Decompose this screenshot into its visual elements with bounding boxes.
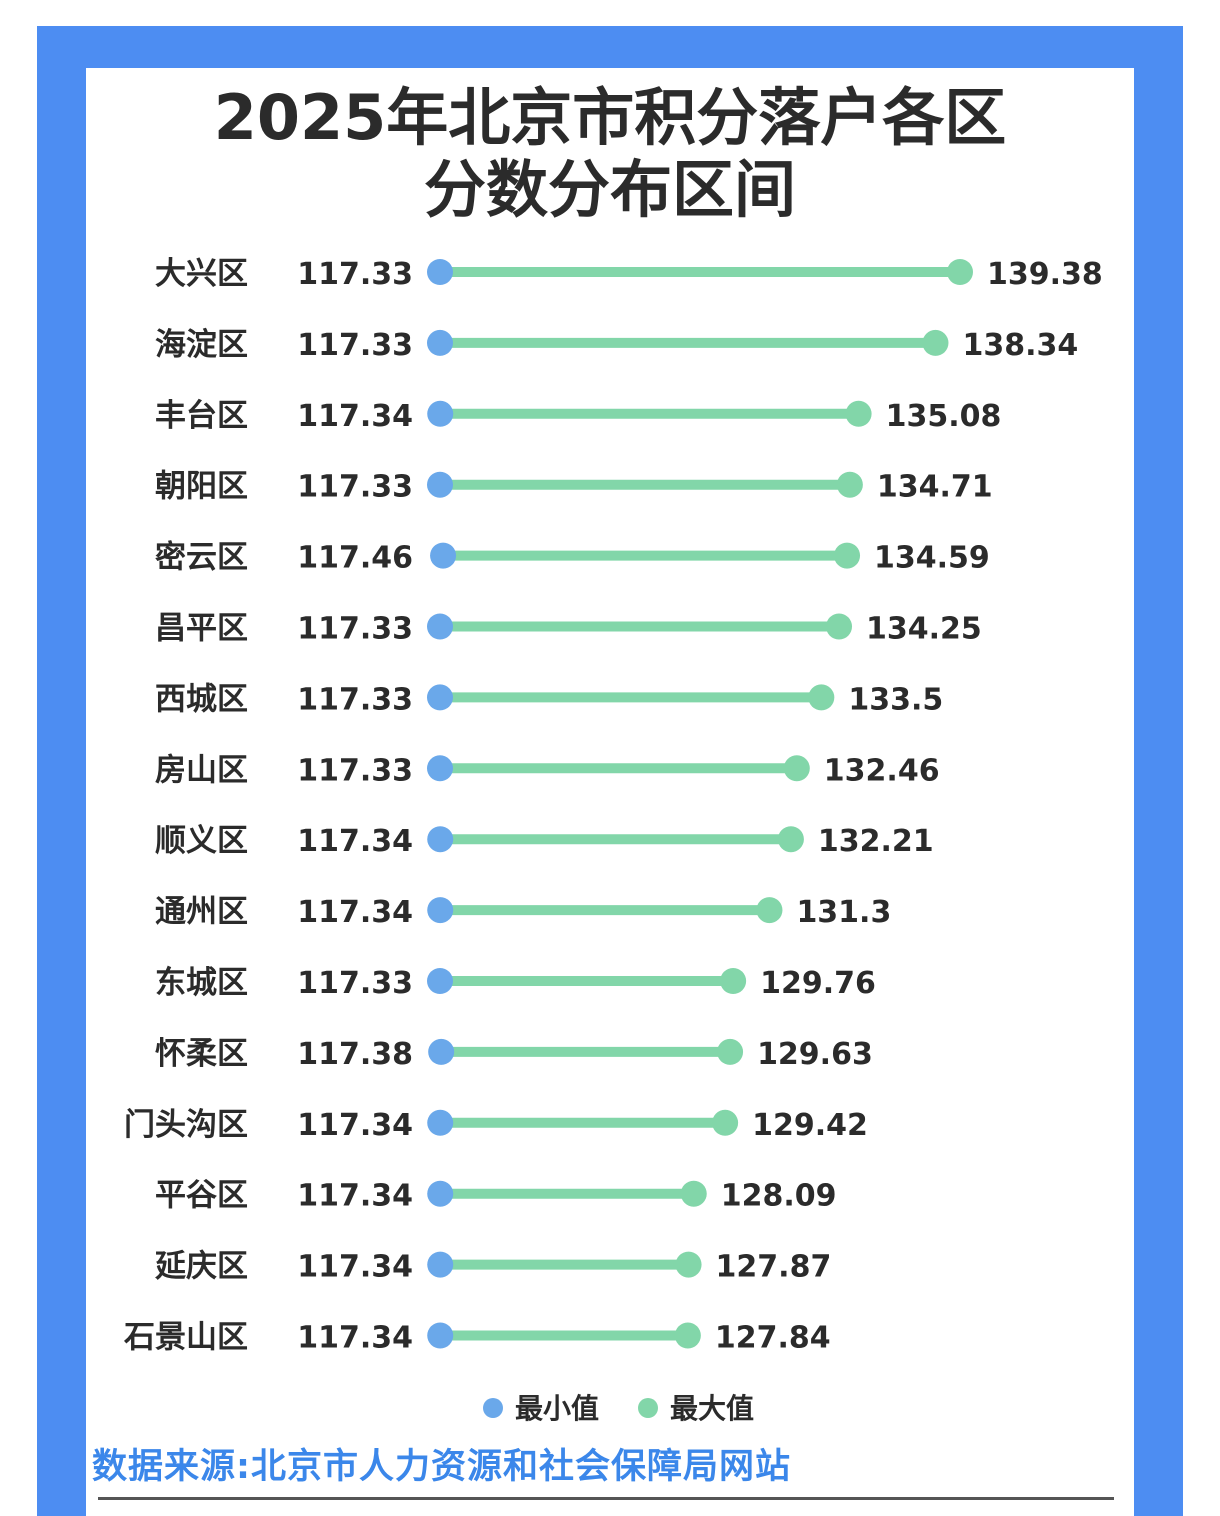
min-dot — [427, 1109, 454, 1136]
max-dot — [808, 684, 835, 711]
min-dot — [427, 1251, 454, 1278]
category-label: 通州区 — [155, 894, 248, 930]
min-dot — [427, 400, 454, 427]
min-dot — [427, 1322, 454, 1349]
max-dot — [717, 1038, 744, 1065]
min-dot — [427, 684, 453, 711]
legend-min-label: 最小值 — [515, 1392, 599, 1425]
max-value-label: 133.5 — [848, 682, 943, 717]
legend-max-label: 最大值 — [670, 1392, 754, 1425]
max-value-label: 132.46 — [824, 753, 940, 788]
min-value-label: 117.33 — [297, 682, 413, 717]
category-label: 石景山区 — [123, 1320, 248, 1356]
category-label: 密云区 — [155, 540, 248, 576]
min-value-label: 117.34 — [297, 1179, 413, 1214]
max-value-label: 129.42 — [752, 1108, 868, 1143]
chart-title-line-1: 2025年北京市积分落户各区 — [213, 81, 1007, 154]
category-label: 门头沟区 — [124, 1107, 248, 1143]
max-value-label: 131.3 — [796, 895, 891, 930]
min-value-label: 117.34 — [297, 1250, 413, 1285]
max-dot — [777, 826, 804, 853]
max-dot — [845, 400, 872, 427]
legend-min-dot — [483, 1398, 503, 1418]
min-value-label: 117.33 — [297, 257, 413, 292]
legend-max-dot — [638, 1398, 658, 1418]
max-value-label: 132.21 — [818, 824, 934, 859]
min-value-label: 117.33 — [297, 966, 413, 1001]
min-value-label: 117.33 — [297, 753, 413, 788]
min-dot — [428, 1038, 455, 1065]
min-dot — [427, 826, 454, 853]
max-value-label: 138.34 — [962, 328, 1078, 363]
max-value-label: 134.71 — [877, 470, 993, 505]
max-dot — [712, 1109, 739, 1136]
category-label: 海淀区 — [155, 327, 248, 363]
category-label: 大兴区 — [155, 256, 248, 292]
max-value-label: 129.63 — [757, 1037, 873, 1072]
max-value-label: 134.59 — [874, 541, 990, 576]
min-value-label: 117.34 — [297, 399, 413, 434]
category-label: 西城区 — [155, 681, 248, 717]
max-dot — [826, 613, 853, 640]
max-value-label: 139.38 — [987, 257, 1103, 292]
max-dot — [922, 329, 949, 356]
max-dot — [836, 471, 863, 498]
max-dot — [783, 755, 810, 782]
max-value-label: 128.09 — [721, 1179, 837, 1214]
min-dot — [427, 259, 453, 285]
min-value-label: 117.33 — [297, 612, 413, 647]
max-dot — [720, 968, 747, 994]
max-dot — [674, 1322, 701, 1349]
max-dot — [675, 1251, 702, 1278]
max-value-label: 127.84 — [715, 1321, 831, 1356]
category-label: 昌平区 — [155, 611, 248, 647]
chart-card — [86, 68, 1134, 1516]
min-value-label: 117.38 — [297, 1037, 413, 1072]
max-value-label: 127.87 — [716, 1250, 832, 1285]
divider-line — [98, 1497, 1114, 1500]
min-dot — [427, 1180, 454, 1207]
min-dot — [427, 755, 453, 782]
min-dot — [427, 897, 454, 924]
min-dot — [427, 329, 453, 356]
data-source-note: 数据来源:北京市人力资源和社会保障局网站 — [92, 1447, 791, 1487]
category-label: 朝阳区 — [155, 469, 248, 505]
max-value-label: 135.08 — [886, 399, 1002, 434]
category-label: 东城区 — [155, 965, 248, 1001]
category-label: 顺义区 — [155, 823, 248, 859]
min-dot — [427, 471, 453, 498]
chart-title: 2025年北京市积分落户各区 分数分布区间 — [86, 82, 1134, 226]
max-dot — [756, 897, 783, 924]
min-value-label: 117.46 — [297, 541, 413, 576]
category-label: 房山区 — [155, 752, 248, 788]
min-value-label: 117.34 — [297, 1108, 413, 1143]
category-label: 平谷区 — [155, 1178, 248, 1214]
min-value-label: 117.33 — [297, 470, 413, 505]
max-dot — [947, 259, 973, 285]
category-label: 丰台区 — [155, 398, 248, 434]
min-dot — [430, 542, 457, 569]
min-value-label: 117.33 — [297, 328, 413, 363]
category-label: 怀柔区 — [155, 1036, 248, 1072]
min-value-label: 117.34 — [297, 895, 413, 930]
min-dot — [427, 613, 453, 640]
min-value-label: 117.34 — [297, 824, 413, 859]
max-dot — [680, 1180, 707, 1207]
max-value-label: 134.25 — [866, 612, 982, 647]
min-value-label: 117.34 — [297, 1321, 413, 1356]
max-value-label: 129.76 — [760, 966, 876, 1001]
chart-title-line-2: 分数分布区间 — [423, 153, 796, 226]
min-dot — [427, 968, 453, 994]
category-label: 延庆区 — [154, 1249, 248, 1285]
max-dot — [834, 542, 861, 569]
